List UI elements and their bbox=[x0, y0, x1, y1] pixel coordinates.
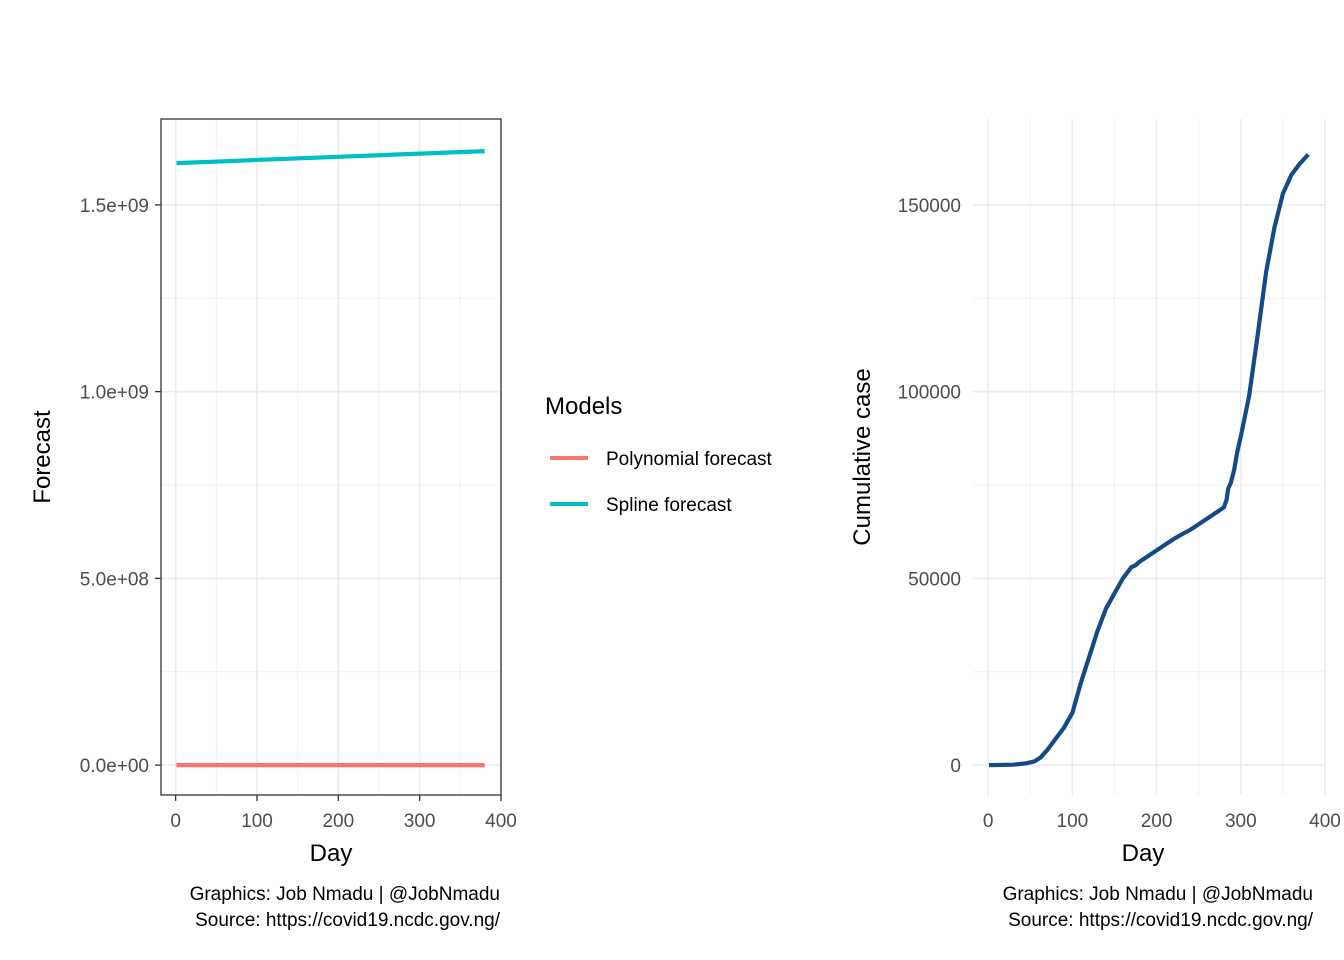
cumulative-x-tick-label: 300 bbox=[1225, 811, 1257, 832]
cumulative-series-line-0 bbox=[988, 153, 1310, 768]
forecast-caption-source: Source: https://covid19.ncdc.gov.ng/ bbox=[195, 910, 501, 931]
cumulative-caption-credit: Graphics: Job Nmadu | @JobNmadu bbox=[1003, 884, 1313, 905]
cumulative-y-tick-label: 100000 bbox=[898, 383, 961, 404]
cumulative-grid bbox=[973, 119, 1326, 795]
cumulative-y-tick-label: 0 bbox=[950, 756, 961, 777]
forecast-x-tick-label: 0 bbox=[170, 811, 181, 832]
forecast-lines bbox=[176, 149, 485, 768]
forecast-x-tick-label: 400 bbox=[485, 811, 517, 832]
cumulative-panel: 0 100 200 300 400 0 50000 100000 150000 Day Cumu… bbox=[849, 119, 1341, 931]
forecast-x-tick-label: 100 bbox=[241, 811, 273, 832]
forecast-series-line-1 bbox=[176, 149, 485, 166]
cumulative-x-tick-label: 200 bbox=[1141, 811, 1173, 832]
cumulative-y-axis-title: Cumulative case bbox=[849, 368, 876, 545]
cumulative-x-tick-label: 400 bbox=[1309, 811, 1341, 832]
forecast-caption-credit: Graphics: Job Nmadu | @JobNmadu bbox=[190, 884, 500, 905]
cumulative-x-axis-title: Day bbox=[1122, 840, 1165, 867]
forecast-ticks: 0 100 200 300 400 0.0e+00 5.0e+08 1.0e+09 1.5e+0… bbox=[80, 196, 517, 832]
legend-title: Models bbox=[545, 393, 622, 420]
forecast-grid bbox=[161, 119, 502, 795]
cumulative-y-tick-label: 50000 bbox=[908, 569, 961, 590]
forecast-y-tick-label: 1.0e+09 bbox=[80, 383, 149, 404]
legend: Models Polynomial forecast Spline foreca… bbox=[545, 393, 773, 516]
cumulative-ticks: 0 100 200 300 400 0 50000 100000 150000 bbox=[898, 196, 1341, 832]
cumulative-lines bbox=[988, 153, 1310, 768]
forecast-y-tick-label: 1.5e+09 bbox=[80, 196, 149, 217]
forecast-y-axis-title: Forecast bbox=[29, 410, 56, 504]
forecast-x-tick-label: 200 bbox=[322, 811, 354, 832]
legend-label-polynomial: Polynomial forecast bbox=[606, 449, 773, 470]
cumulative-x-tick-label: 100 bbox=[1057, 811, 1089, 832]
cumulative-y-tick-label: 150000 bbox=[898, 196, 961, 217]
forecast-panel-border bbox=[160, 118, 502, 796]
forecast-y-tick-label: 5.0e+08 bbox=[80, 569, 149, 590]
forecast-x-tick-label: 300 bbox=[404, 811, 436, 832]
cumulative-x-tick-label: 0 bbox=[983, 811, 994, 832]
forecast-y-tick-label: 0.0e+00 bbox=[80, 756, 149, 777]
legend-label-spline: Spline forecast bbox=[606, 495, 732, 516]
cumulative-caption-source: Source: https://covid19.ncdc.gov.ng/ bbox=[1008, 910, 1314, 931]
forecast-panel: 0 100 200 300 400 0.0e+00 5.0e+08 1.0e+09 1.5e+0… bbox=[29, 118, 517, 931]
forecast-x-axis-title: Day bbox=[310, 840, 353, 867]
